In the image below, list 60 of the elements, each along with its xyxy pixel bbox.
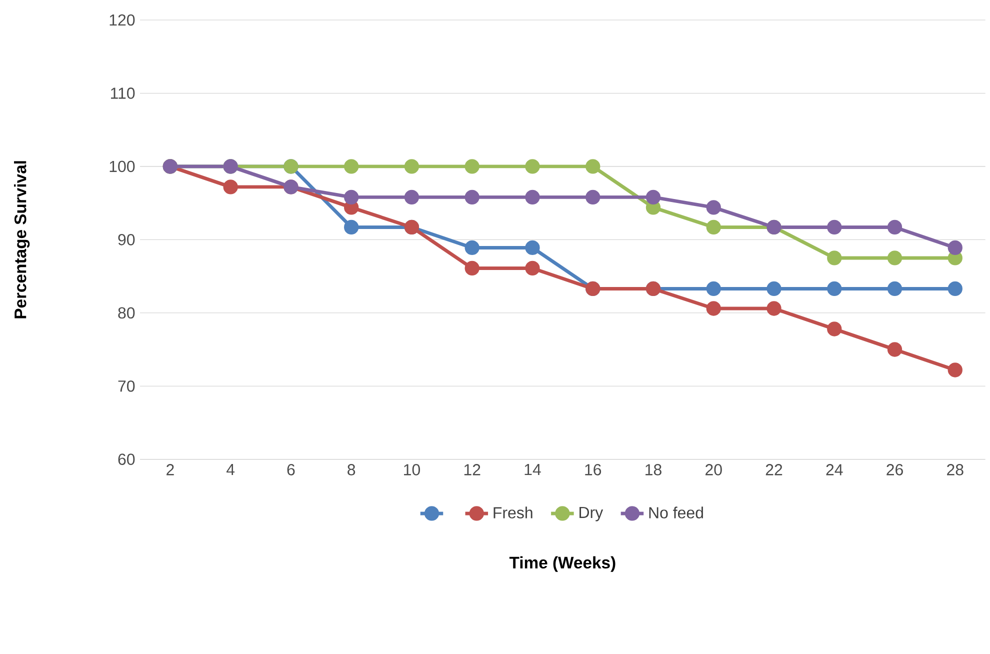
point <box>948 362 962 378</box>
point <box>706 200 721 215</box>
point <box>586 190 600 205</box>
point <box>464 260 480 276</box>
point <box>706 281 721 296</box>
point <box>464 190 480 205</box>
legend-label: No feed <box>649 506 703 518</box>
point <box>887 220 902 235</box>
point <box>404 159 420 174</box>
point <box>827 322 842 336</box>
x-tick-label: 22 <box>766 464 782 476</box>
y-tick-label: 110 <box>111 88 135 99</box>
point <box>646 190 661 205</box>
point <box>706 220 721 235</box>
point <box>464 240 480 256</box>
point <box>525 159 540 174</box>
y-axis-title: Percentage Survival <box>14 161 30 318</box>
point <box>766 281 782 296</box>
point <box>223 180 238 194</box>
x-axis-title: Time (Weeks) <box>509 556 616 572</box>
x-tick-label: 24 <box>826 464 843 476</box>
point <box>887 281 902 296</box>
x-tick-label: 20 <box>706 464 722 476</box>
x-tick-label: 4 <box>226 464 235 476</box>
point <box>344 190 359 205</box>
legend-label: Fresh <box>494 506 532 518</box>
x-tick-label: 14 <box>524 464 541 476</box>
point <box>827 220 842 235</box>
y-tick-label: 60 <box>118 454 135 465</box>
point <box>404 190 420 205</box>
y-tick-label: 70 <box>118 380 135 392</box>
x-tick-label: 26 <box>886 464 903 476</box>
y-tick-label: 90 <box>118 234 135 246</box>
point <box>827 281 842 296</box>
point <box>344 220 359 235</box>
point <box>464 159 480 174</box>
y-tick-label: 100 <box>110 160 135 172</box>
point <box>766 301 782 316</box>
point <box>827 250 842 266</box>
point <box>887 250 902 266</box>
point <box>525 260 540 276</box>
point <box>948 281 962 296</box>
y-tick-label: 120 <box>110 14 135 26</box>
x-tick-label: 28 <box>947 464 964 476</box>
point <box>525 240 540 256</box>
point <box>948 240 962 256</box>
y-tick-label: 80 <box>118 307 135 319</box>
x-tick-label: 8 <box>348 464 356 476</box>
point <box>706 301 721 316</box>
x-tick-label: 6 <box>287 464 295 476</box>
point <box>344 159 359 174</box>
x-tick-label: 10 <box>404 464 420 476</box>
x-tick-label: 16 <box>585 464 602 476</box>
point <box>525 190 540 205</box>
x-tick-label: 18 <box>646 464 662 476</box>
x-tick-label: 12 <box>464 464 480 476</box>
x-tick-label: 2 <box>166 464 174 476</box>
legend-label: Dry <box>580 506 604 522</box>
point <box>586 159 600 174</box>
point <box>887 342 902 357</box>
